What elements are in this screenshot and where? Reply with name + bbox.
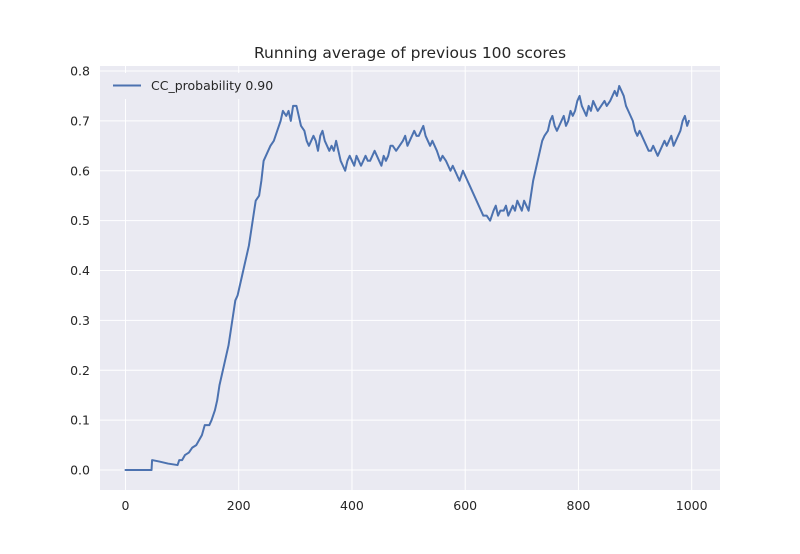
y-tick-label: 0.0 — [70, 463, 90, 478]
tick-labels: 0 200 400 600 800 1000 0.0 0.1 0.2 0.3 0.4 0.5 0.6 0.… — [70, 63, 708, 513]
y-tick-label: 0.6 — [70, 163, 90, 178]
y-tick-label: 0.3 — [70, 313, 90, 328]
x-tick-label: 600 — [453, 498, 477, 513]
legend-box — [106, 73, 278, 99]
plot-area — [100, 66, 720, 490]
x-tick-label: 1000 — [676, 498, 708, 513]
series-layer — [124, 84, 690, 472]
series-line — [124, 84, 690, 472]
x-tick-label: 800 — [567, 498, 591, 513]
legend-label: CC_probability 0.90 — [151, 78, 273, 93]
y-tick-label: 0.1 — [70, 413, 90, 428]
grid-lines — [100, 66, 720, 490]
x-tick-label: 200 — [227, 498, 251, 513]
y-tick-label: 0.8 — [70, 63, 90, 78]
chart-title: Running average of previous 100 scores — [254, 44, 566, 62]
legend: CC_probability 0.90 — [106, 73, 278, 99]
y-tick-label: 0.2 — [70, 363, 90, 378]
x-tick-label: 400 — [340, 498, 364, 513]
x-tick-label: 0 — [122, 498, 130, 513]
y-tick-label: 0.5 — [70, 213, 90, 228]
y-tick-label: 0.7 — [70, 113, 90, 128]
y-tick-label: 0.4 — [70, 263, 90, 278]
